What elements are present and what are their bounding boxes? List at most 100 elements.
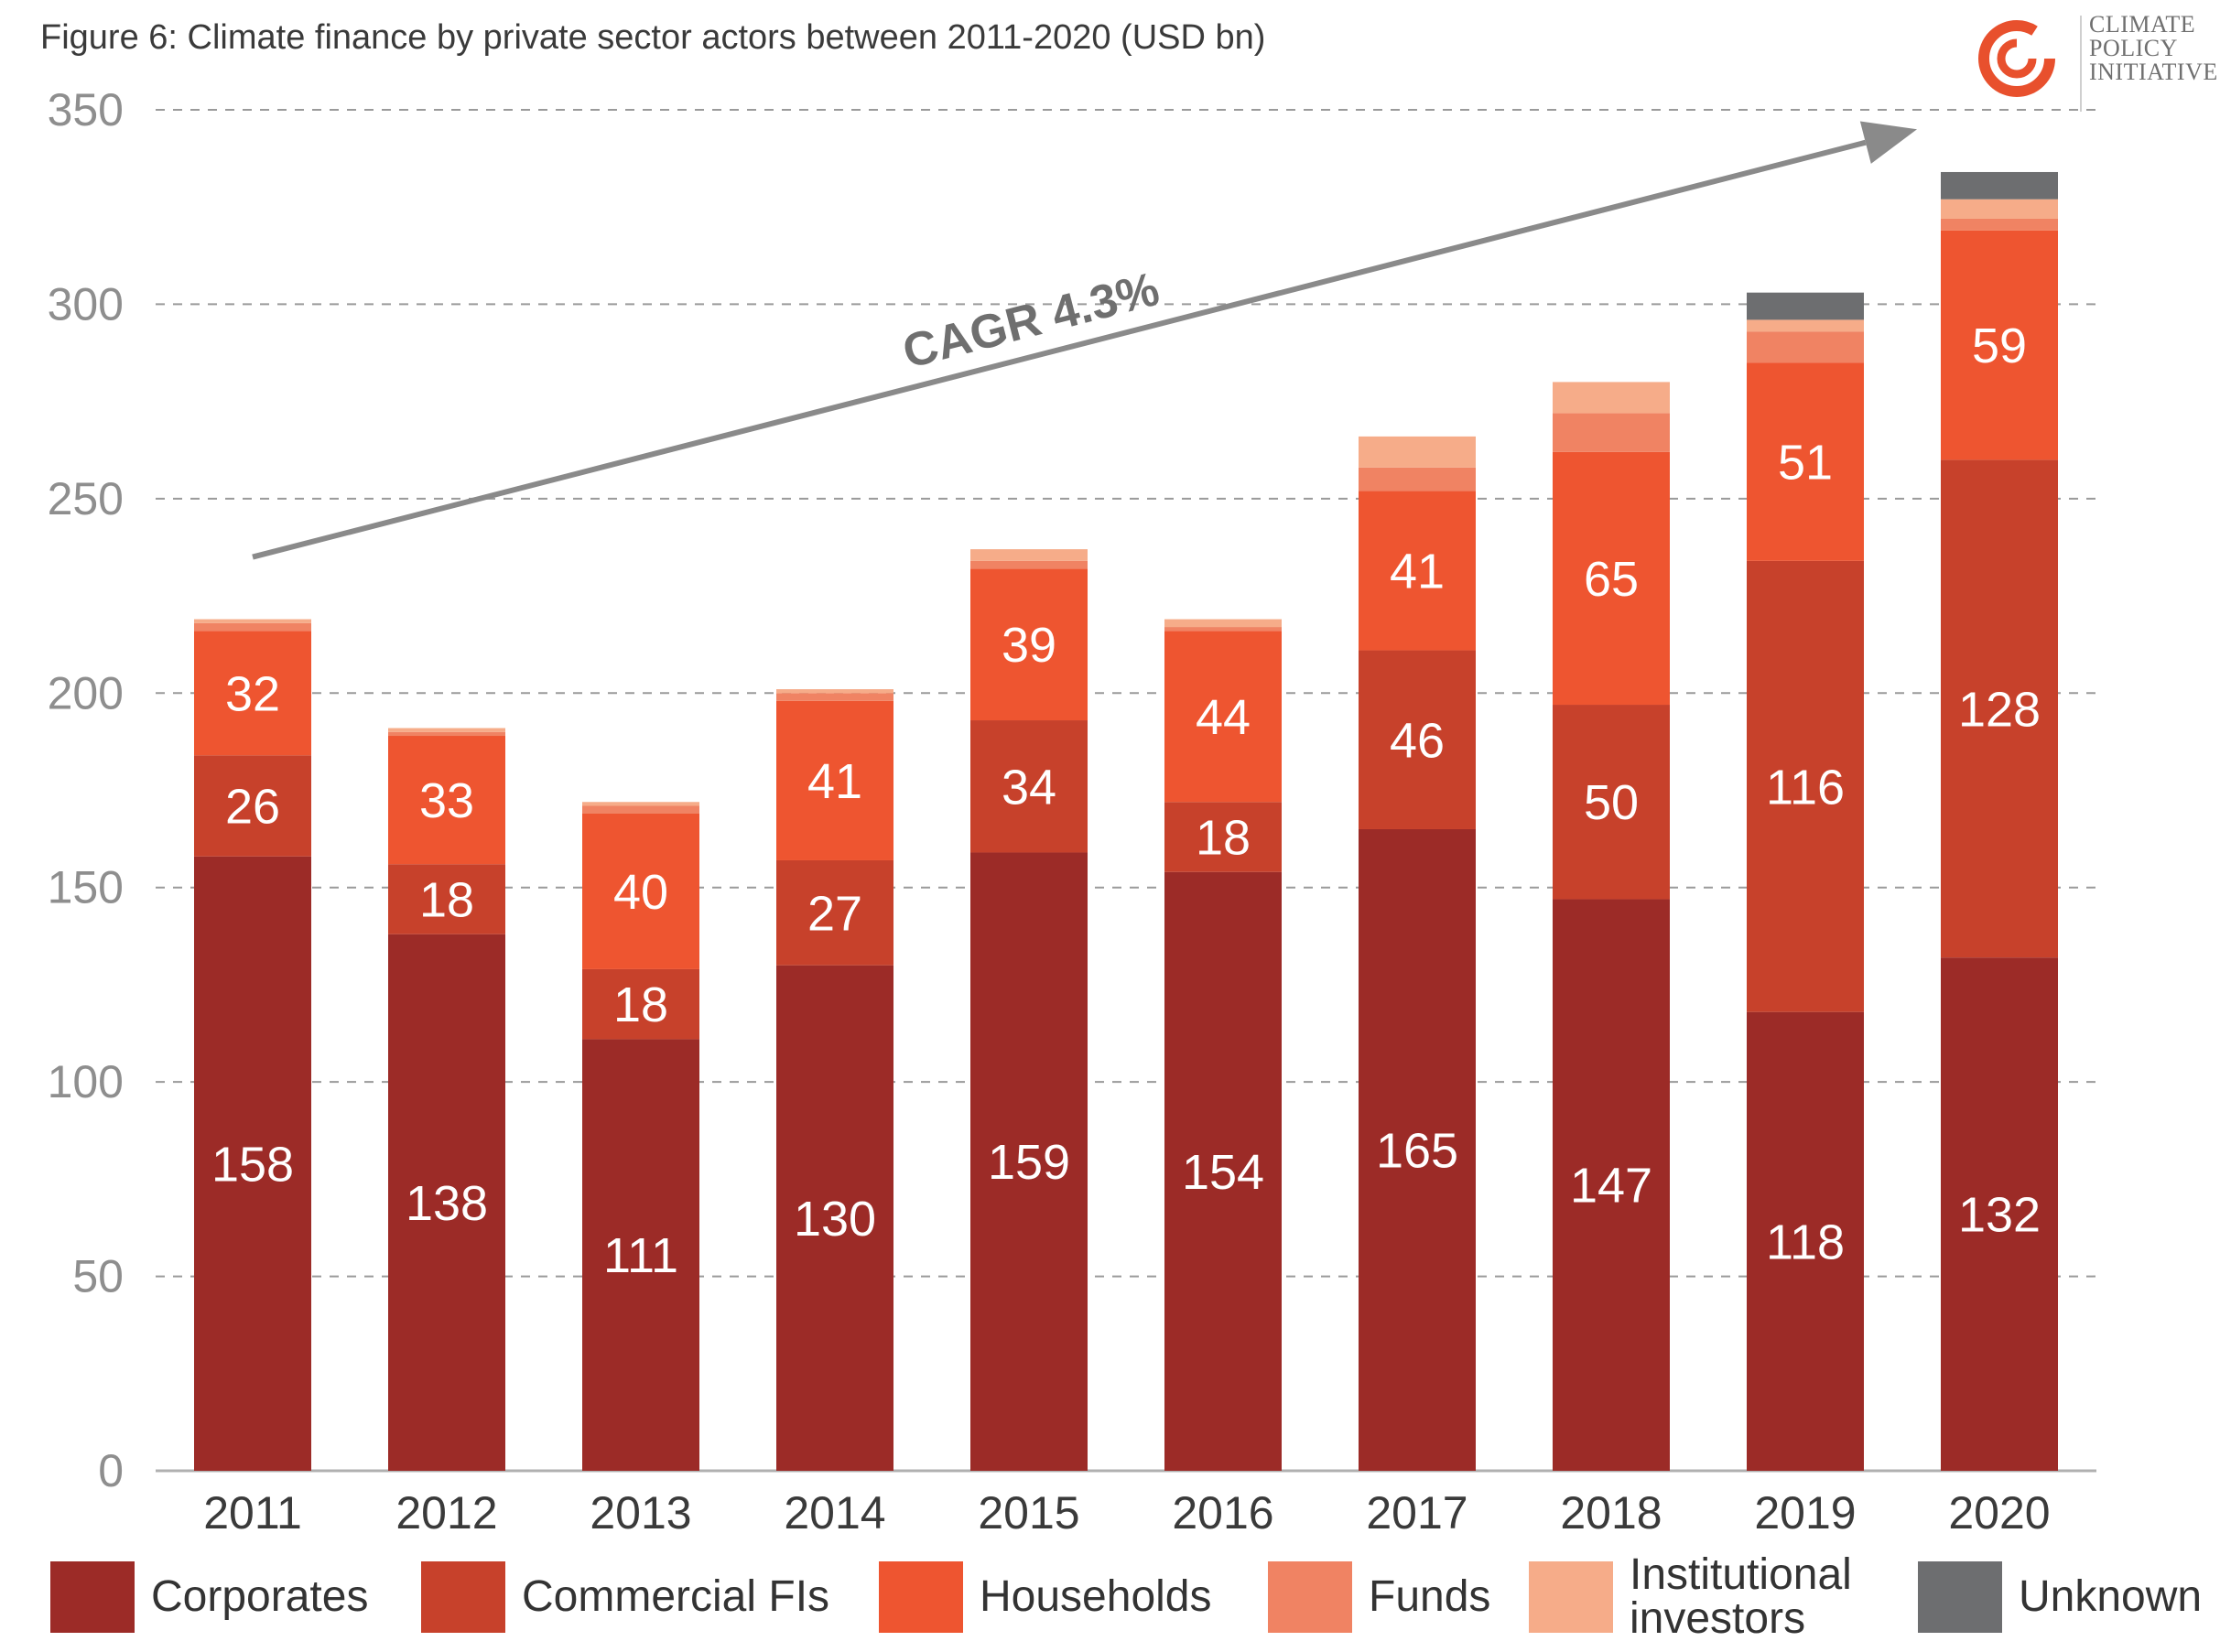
data-label: 159 [988, 1135, 1070, 1190]
legend-swatch [50, 1561, 135, 1633]
bar-segment [1359, 491, 1476, 651]
data-label: 46 [1390, 713, 1445, 768]
chart-title: Figure 6: Climate finance by private sec… [40, 18, 1266, 57]
bar-segment [776, 859, 893, 966]
y-axis-ticks: 0 50 100 150 200 250 300 350 [48, 84, 124, 1496]
data-label: 33 [419, 773, 474, 828]
x-tick-label: 2013 [590, 1487, 691, 1539]
bar-segment [194, 755, 311, 857]
bar-segment [1164, 802, 1282, 872]
data-label: 128 [1958, 682, 2041, 737]
bar-segment [582, 968, 699, 1040]
data-label: 59 [1972, 319, 2027, 373]
bar-segment [1553, 451, 1670, 706]
data-label: 50 [1584, 775, 1639, 830]
bar-segment [1359, 828, 1476, 1471]
data-label: 32 [225, 666, 280, 721]
bar-segment [1553, 382, 1670, 414]
y-tick-label: 300 [48, 278, 124, 329]
bar-segment [776, 965, 893, 1471]
bar-segment [582, 813, 699, 969]
y-tick-label: 100 [48, 1056, 124, 1107]
bar-segment [1747, 319, 1864, 332]
data-label: 34 [1002, 760, 1056, 815]
data-label: 154 [1182, 1145, 1264, 1200]
legend-swatch [421, 1561, 505, 1633]
y-tick-label: 250 [48, 473, 124, 524]
legend-item: Corporates [50, 1556, 368, 1638]
data-label: 158 [211, 1137, 294, 1192]
logo [1978, 16, 2082, 112]
data-label: 132 [1958, 1188, 2041, 1243]
bar-segment [970, 720, 1088, 853]
bar-segment [1941, 171, 2058, 200]
bar-segment [1164, 627, 1282, 632]
legend-item: Institutional investors [1529, 1550, 1852, 1643]
x-tick-label: 2018 [1560, 1487, 1662, 1539]
bar-segment [194, 622, 311, 632]
legend-item: Commercial FIs [421, 1556, 829, 1638]
y-tick-label: 150 [48, 862, 124, 913]
y-tick-label: 350 [48, 84, 124, 135]
data-label: 147 [1570, 1159, 1652, 1214]
x-tick-label: 2017 [1366, 1487, 1467, 1539]
bar-segment [776, 700, 893, 860]
data-label: 41 [1390, 544, 1445, 599]
data-label: 41 [807, 754, 862, 809]
legend-label: Corporates [151, 1572, 369, 1621]
x-tick-label: 2016 [1172, 1487, 1273, 1539]
data-label: 44 [1196, 690, 1251, 745]
legend-item: Unknown [1918, 1556, 2202, 1638]
data-label: 118 [1766, 1215, 1845, 1269]
bar-segment [1941, 230, 2058, 460]
bar-segment [582, 1039, 699, 1471]
spiral-logo-icon [1978, 20, 2055, 97]
legend-swatch [1268, 1561, 1352, 1633]
data-label: 65 [1584, 552, 1639, 607]
bar-segment [582, 805, 699, 814]
legend-label: Institutional investors [1630, 1550, 1852, 1643]
x-tick-label: 2014 [784, 1487, 885, 1539]
bar-segment [388, 731, 505, 737]
legend-item: Households [879, 1556, 1212, 1638]
data-label: 27 [807, 886, 862, 941]
data-label: 18 [613, 977, 668, 1032]
bar-segment [1359, 467, 1476, 491]
bar-labels-layer: 158 26 32 138 18 33 111 18 40 130 27 41 159 34 39 154 18… [211, 319, 2041, 1283]
data-label: 18 [1196, 810, 1251, 865]
bar-segment [1941, 459, 2058, 958]
legend-label: Funds [1369, 1572, 1491, 1621]
data-label: 165 [1376, 1123, 1458, 1178]
bar-segment [388, 864, 505, 934]
bar-segment [1553, 899, 1670, 1471]
data-label: 26 [225, 779, 280, 834]
bar-segment [1747, 292, 1864, 320]
data-label: 18 [419, 872, 474, 927]
bar-segment [970, 549, 1088, 561]
bar-segment [1941, 957, 2058, 1471]
logo-text: CLIMATE POLICY INITIATIVE [2089, 13, 2218, 84]
bars-layer [194, 171, 2058, 1471]
logo-line-1: CLIMATE [2089, 11, 2196, 38]
legend-label: Unknown [2019, 1572, 2203, 1621]
y-tick-label: 50 [72, 1251, 124, 1302]
bar-segment [194, 631, 311, 756]
bar-segment [388, 736, 505, 865]
x-tick-label: 2015 [978, 1487, 1079, 1539]
bar-segment [582, 802, 699, 806]
logo-line-3: INITIATIVE [2089, 59, 2218, 85]
bar-segment [776, 689, 893, 694]
bar-segment [388, 728, 505, 732]
bar-segment [1164, 871, 1282, 1471]
legend: Corporates Commercial FIs Households Funds I… [0, 1550, 2220, 1647]
logo-line-2: POLICY [2089, 35, 2178, 61]
bar-segment [970, 852, 1088, 1471]
data-label: 138 [406, 1176, 488, 1231]
trend-arrow-shaft [252, 139, 1867, 560]
bar-segment [1747, 331, 1864, 363]
bar-segment [1747, 560, 1864, 1012]
data-label: 116 [1766, 760, 1845, 815]
bar-segment [1164, 619, 1282, 628]
x-tick-label: 2019 [1754, 1487, 1856, 1539]
legend-label: Commercial FIs [522, 1572, 830, 1621]
